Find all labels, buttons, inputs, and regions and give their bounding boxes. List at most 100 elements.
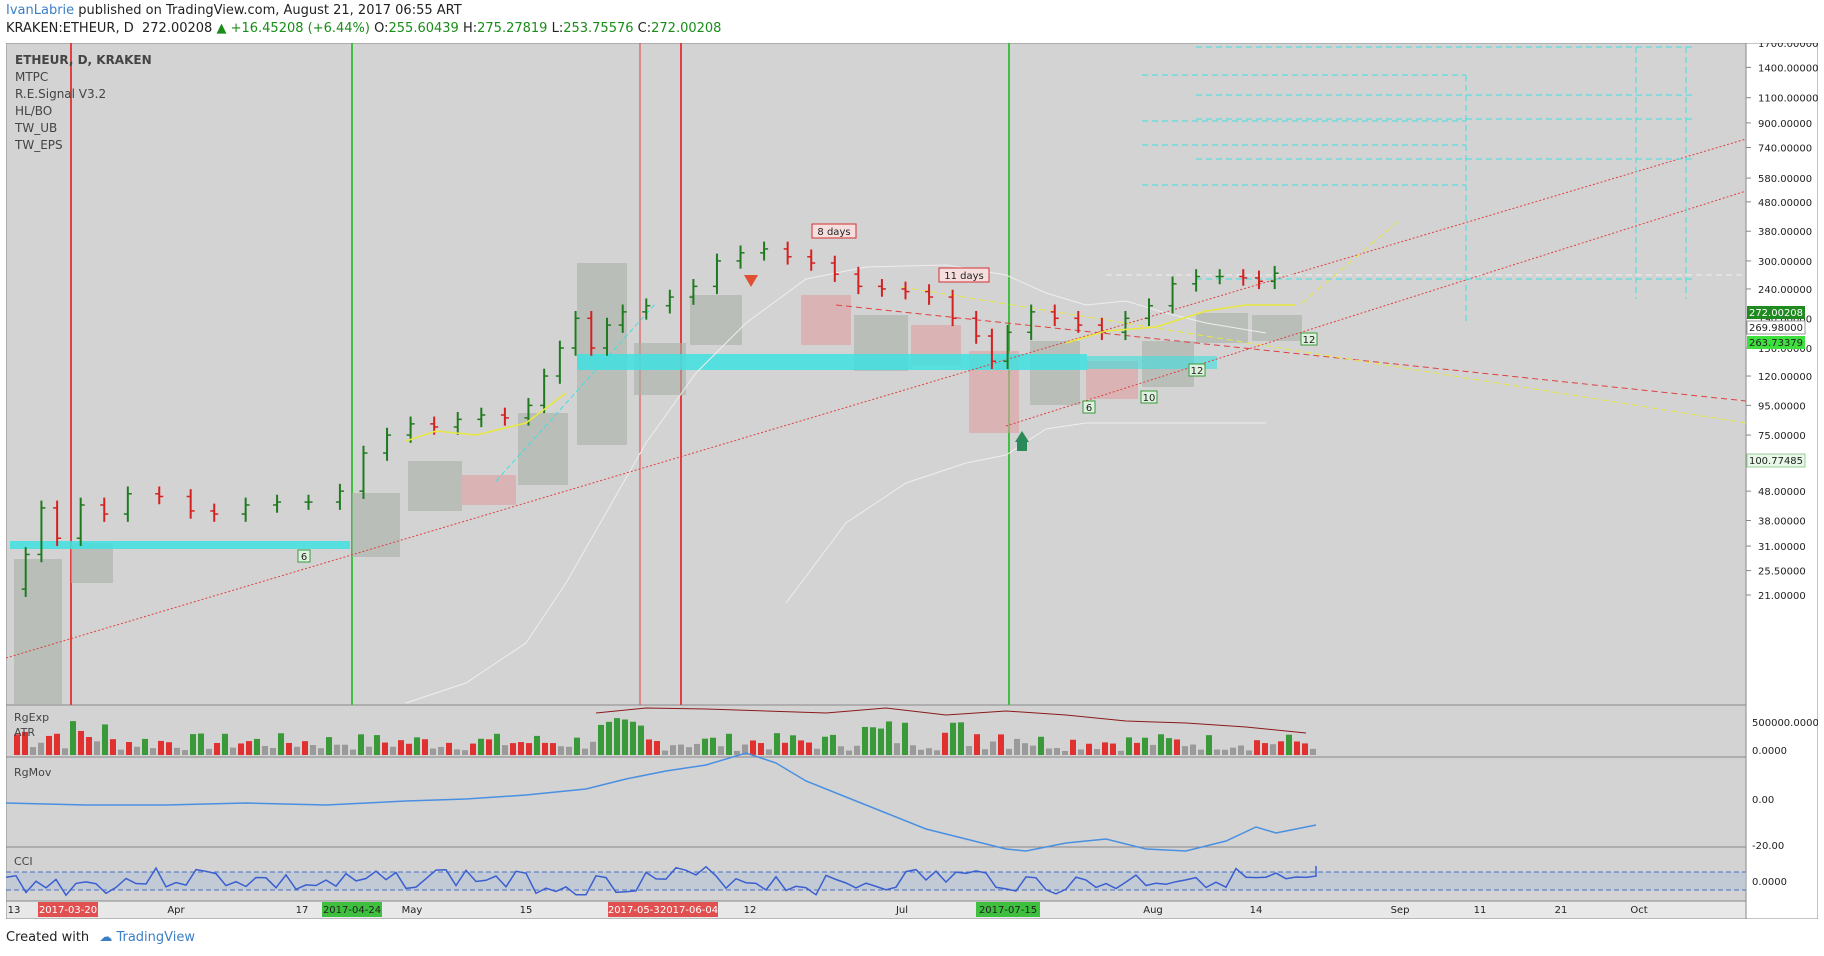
- volume-bar: [54, 733, 60, 755]
- volume-bar: [478, 738, 484, 755]
- volume-bar: [822, 736, 828, 755]
- volume-bar: [630, 721, 636, 755]
- svg-text:272.00208: 272.00208: [1749, 308, 1803, 319]
- volume-bar: [1270, 744, 1276, 755]
- main-panel[interactable]: [6, 43, 1747, 706]
- volume-bar: [1278, 741, 1284, 755]
- volume-bar: [382, 742, 388, 755]
- volume-bar: [358, 734, 364, 755]
- volume-bar: [574, 737, 580, 755]
- volume-bar: [1174, 739, 1180, 755]
- author-link[interactable]: IvanLabrie: [6, 3, 75, 18]
- publish-header: IvanLabrie published on TradingView.com,…: [6, 3, 462, 19]
- atr-label: ATR: [14, 726, 35, 739]
- cci-label: CCI: [14, 855, 33, 868]
- volume-bar: [974, 734, 980, 755]
- volume-bar: [390, 746, 396, 755]
- svg-text:12: 12: [1191, 366, 1204, 377]
- volume-bar: [222, 733, 228, 755]
- volume-bar: [182, 750, 188, 755]
- volume-bar: [22, 731, 28, 755]
- volume-bar: [1254, 740, 1260, 755]
- time-axis-label: Jul: [895, 905, 908, 916]
- volume-bar: [534, 735, 540, 755]
- chart-frame[interactable]: 8 days 11 days 6 6 10 12 12 1700.00000 14…: [6, 43, 1818, 919]
- volume-bar: [838, 746, 844, 755]
- time-axis-label: 21: [1555, 905, 1568, 916]
- projection-arrow: [1301, 218, 1402, 304]
- price-axis-label: 480.00000: [1758, 198, 1812, 209]
- volume-bar: [582, 748, 588, 755]
- volume-bar: [870, 727, 876, 755]
- legend-twub[interactable]: TW_UB: [15, 121, 58, 135]
- time-axis-label: May: [402, 905, 423, 916]
- low-label: L:: [551, 21, 564, 36]
- volume-bar: [1126, 737, 1132, 755]
- open-value: 255.60439: [388, 21, 459, 36]
- volume-bar: [1310, 748, 1316, 755]
- legend-mtpc[interactable]: MTPC: [15, 70, 49, 84]
- volume-bar: [622, 719, 628, 755]
- volume-bar: [78, 730, 84, 755]
- volume-bar: [134, 746, 140, 755]
- volume-bar: [86, 737, 92, 755]
- volume-bar: [806, 742, 812, 755]
- volume-bar: [742, 744, 748, 755]
- volume-bar: [1110, 743, 1116, 755]
- svg-text:6: 6: [301, 552, 307, 563]
- time-axis-label: 15: [520, 905, 533, 916]
- volume-bar: [270, 747, 276, 755]
- svg-text:2017-07-15: 2017-07-15: [979, 905, 1037, 916]
- volume-bar: [606, 721, 612, 755]
- last-price: 272.00208: [142, 21, 213, 36]
- volume-bar: [830, 734, 836, 755]
- range-box: [71, 543, 113, 583]
- volume-bar: [70, 721, 76, 755]
- high-label: H:: [462, 21, 478, 36]
- tradingview-logo-link[interactable]: ☁ TradingView: [99, 930, 195, 945]
- volume-bar: [126, 742, 132, 755]
- time-axis-label: 14: [1250, 905, 1263, 916]
- volume-bar: [1078, 749, 1084, 755]
- price-axis-label: 25.50000: [1758, 567, 1806, 578]
- fib-projection-grid: [1142, 46, 1696, 323]
- volume-bar: [766, 749, 772, 755]
- price-axis-bar[interactable]: [1745, 43, 1818, 919]
- symbol-name: KRAKEN:ETHEUR, D: [6, 21, 134, 36]
- count-badge: 6: [297, 549, 311, 563]
- volume-bar: [814, 748, 820, 755]
- volume-bar: [1262, 743, 1268, 755]
- volume-bar: [1150, 744, 1156, 755]
- volume-bar: [190, 734, 196, 755]
- volume-bar: [918, 749, 924, 755]
- svg-text:269.98000: 269.98000: [1749, 323, 1803, 334]
- volume-bar: [110, 739, 116, 755]
- publish-info: published on TradingView.com, August 21,…: [78, 3, 462, 18]
- legend-tweps[interactable]: TW_EPS: [15, 138, 63, 152]
- volume-bar: [150, 748, 156, 755]
- legend-symbol[interactable]: ETHEUR, D, KRAKEN: [15, 53, 152, 67]
- legend-resignal[interactable]: R.E.Signal V3.2: [15, 87, 107, 101]
- rgmov-panel[interactable]: [6, 756, 1747, 848]
- time-axis-label: 11: [1474, 905, 1487, 916]
- time-axis-label: 13: [8, 905, 21, 916]
- volume-bar: [454, 749, 460, 755]
- volume-bar: [94, 741, 100, 755]
- volume-bar: [894, 743, 900, 755]
- date-badge-red: 2017-03-20: [38, 902, 98, 917]
- range-box: [14, 559, 62, 705]
- price-axis-label: 120.00000: [1758, 372, 1812, 383]
- volume-bar: [1062, 750, 1068, 755]
- buy-signal-stem: [1017, 442, 1027, 451]
- volume-bar: [774, 733, 780, 755]
- price-axis-label: 31.00000: [1758, 542, 1806, 553]
- volume-bar: [1030, 745, 1036, 755]
- date-badge-green: 2017-07-15: [976, 902, 1040, 917]
- volume-bar: [214, 743, 220, 755]
- price-axis: 1700.00000 1400.00000 1100.00000 900.00000 7…: [1746, 43, 1818, 602]
- legend-hlbo[interactable]: HL/BO: [15, 104, 53, 118]
- volume-bar: [518, 742, 524, 755]
- volume-bar: [422, 739, 428, 755]
- volume-bar: [430, 748, 436, 755]
- volume-bar: [1222, 749, 1228, 755]
